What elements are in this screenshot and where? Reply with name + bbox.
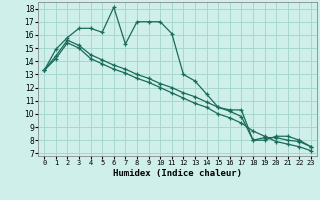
- X-axis label: Humidex (Indice chaleur): Humidex (Indice chaleur): [113, 169, 242, 178]
